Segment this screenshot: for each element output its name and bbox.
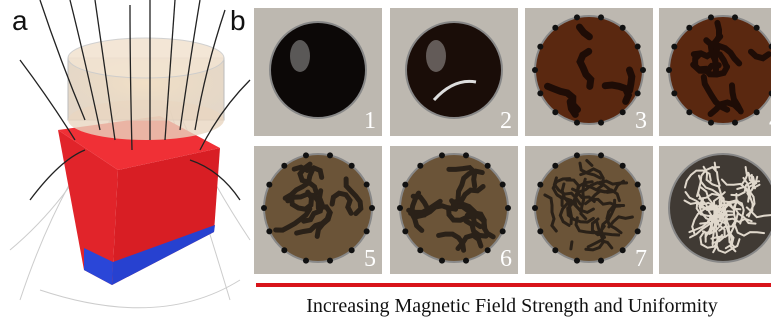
- edge-spike: [640, 205, 646, 211]
- caption: Increasing Magnetic Field Strength and U…: [306, 295, 718, 317]
- figure: a b 1 2 34 5 6 7 Increasing Magnetic Field St…: [0, 0, 771, 321]
- frame: [659, 146, 771, 274]
- edge-spike: [327, 258, 333, 264]
- panel-label: a: [12, 5, 28, 36]
- edge-spike: [598, 14, 604, 20]
- edge-spike: [261, 205, 267, 211]
- edge-spike: [754, 109, 760, 115]
- edge-spike: [598, 258, 604, 264]
- edge-spike: [620, 163, 626, 169]
- edge-spike: [532, 67, 538, 73]
- labyrinth-stripe: [571, 242, 572, 249]
- ferrofluid-drop: [406, 22, 502, 118]
- edge-spike: [598, 152, 604, 158]
- page: a b 1 2 34 5 6 7 Increasing Magnetic Field St…: [0, 0, 771, 321]
- edge-spike: [463, 152, 469, 158]
- edge-spike: [505, 205, 511, 211]
- edge-spike: [732, 14, 738, 20]
- highlight: [426, 40, 446, 72]
- edge-spike: [281, 163, 287, 169]
- panel-label: b: [230, 5, 246, 36]
- edge-spike: [417, 247, 423, 253]
- edge-spike: [327, 152, 333, 158]
- edge-spike: [303, 152, 309, 158]
- edge-spike: [485, 247, 491, 253]
- edge-spike: [671, 90, 677, 96]
- edge-spike: [369, 205, 375, 211]
- edge-spike: [303, 258, 309, 264]
- edge-spike: [349, 247, 355, 253]
- edge-spike: [439, 152, 445, 158]
- frame: 2: [390, 8, 518, 136]
- edge-spike: [708, 120, 714, 126]
- edge-spike: [537, 44, 543, 50]
- edge-spike: [686, 25, 692, 31]
- edge-spike: [439, 258, 445, 264]
- edge-spike: [537, 228, 543, 234]
- labyrinth-stripe: [630, 70, 632, 90]
- edge-spike: [537, 182, 543, 188]
- magnet-illustration: [10, 0, 250, 308]
- edge-spike: [537, 90, 543, 96]
- edge-spike: [620, 109, 626, 115]
- frame: 3: [525, 8, 653, 136]
- edge-spike: [485, 163, 491, 169]
- highlight: [290, 40, 310, 72]
- frame: 5: [254, 146, 382, 274]
- edge-spike: [620, 247, 626, 253]
- edge-spike: [666, 67, 672, 73]
- frame: 1: [254, 8, 382, 136]
- edge-spike: [754, 25, 760, 31]
- frame-number: 7: [635, 246, 647, 272]
- edge-spike: [552, 109, 558, 115]
- frame-grid: 1 2 34 5 6 7: [254, 8, 771, 274]
- edge-spike: [635, 228, 641, 234]
- edge-spike: [552, 247, 558, 253]
- edge-spike: [635, 90, 641, 96]
- frame: 7: [525, 146, 653, 274]
- edge-spike: [686, 109, 692, 115]
- edge-spike: [635, 44, 641, 50]
- frame: 6: [390, 146, 518, 274]
- edge-spike: [732, 120, 738, 126]
- edge-spike: [552, 163, 558, 169]
- edge-spike: [640, 67, 646, 73]
- edge-spike: [463, 258, 469, 264]
- frame-number: 5: [364, 246, 376, 272]
- edge-spike: [574, 258, 580, 264]
- beaker-top: [68, 38, 224, 78]
- edge-spike: [671, 44, 677, 50]
- edge-spike: [500, 228, 506, 234]
- edge-spike: [500, 182, 506, 188]
- frame-number: 6: [500, 246, 512, 272]
- edge-spike: [532, 205, 538, 211]
- edge-spike: [402, 228, 408, 234]
- edge-spike: [708, 14, 714, 20]
- frame-number: 3: [635, 108, 647, 134]
- edge-spike: [552, 25, 558, 31]
- edge-spike: [598, 120, 604, 126]
- frame: 4: [659, 8, 771, 136]
- beaker-bottom: [68, 100, 224, 140]
- edge-spike: [635, 182, 641, 188]
- edge-spike: [574, 14, 580, 20]
- edge-spike: [402, 182, 408, 188]
- edge-spike: [266, 182, 272, 188]
- ferrofluid-drop: [270, 22, 366, 118]
- frame-number: 2: [500, 108, 512, 134]
- edge-spike: [364, 228, 370, 234]
- edge-spike: [574, 120, 580, 126]
- edge-spike: [574, 152, 580, 158]
- edge-spike: [266, 228, 272, 234]
- frame-number: 1: [364, 108, 376, 134]
- edge-spike: [417, 163, 423, 169]
- edge-spike: [364, 182, 370, 188]
- edge-spike: [281, 247, 287, 253]
- edge-spike: [397, 205, 403, 211]
- edge-spike: [349, 163, 355, 169]
- edge-spike: [620, 25, 626, 31]
